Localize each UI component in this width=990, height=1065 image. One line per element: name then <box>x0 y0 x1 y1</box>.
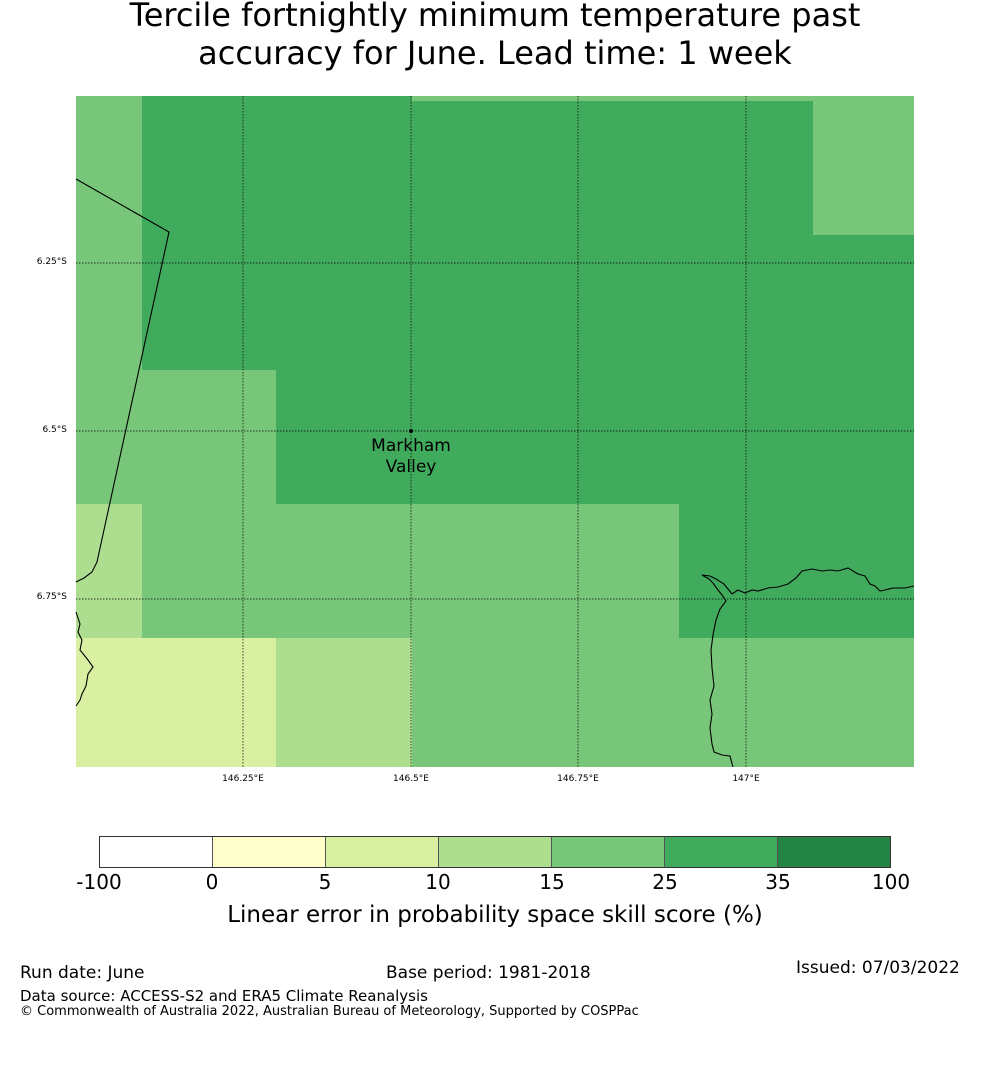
location-label-line-1: Markham <box>371 436 451 456</box>
colorbar-tick: 15 <box>539 870 565 894</box>
colorbar-segment <box>100 837 213 867</box>
lon-label: 146.5°E <box>393 774 429 784</box>
title-line-1: Tercile fortnightly minimum temperature … <box>129 0 861 34</box>
boundaries <box>75 178 915 768</box>
run-date: Run date: June <box>20 963 145 983</box>
lat-label: 6.25°S <box>36 257 67 267</box>
colorbar-segment <box>439 837 552 867</box>
colorbar-segment <box>665 837 778 867</box>
lon-label: 146.75°E <box>557 774 599 784</box>
colorbar-tick: 0 <box>205 870 219 894</box>
graticule <box>76 96 914 767</box>
title-line-2: accuracy for June. Lead time: 1 week <box>198 34 792 72</box>
base-period: Base period: 1981-2018 <box>386 963 591 983</box>
colorbar-tick: 100 <box>871 870 911 894</box>
grid-cell <box>813 101 914 235</box>
location-label: Markham Valley <box>355 436 467 478</box>
colorbar-segment <box>552 837 665 867</box>
issued-date: Issued: 07/03/2022 <box>796 958 960 978</box>
colorbar <box>99 836 891 868</box>
colorbar-tick: 25 <box>652 870 678 894</box>
grid-cell <box>142 504 679 638</box>
grid-cell <box>276 638 412 767</box>
location-label-line-2: Valley <box>385 457 437 477</box>
colorbar-segment <box>213 837 326 867</box>
colorbar-tick: -100 <box>76 870 122 894</box>
skill-score-map <box>75 96 915 768</box>
lat-label: 6.5°S <box>42 425 67 435</box>
grid-cell <box>142 370 276 504</box>
colorbar-tick: 35 <box>765 870 791 894</box>
lon-label: 146.25°E <box>222 774 264 784</box>
province-border <box>75 178 170 583</box>
grid-cell <box>76 96 142 504</box>
lon-label: 147°E <box>732 774 760 784</box>
grid-cell <box>412 638 914 767</box>
grid-cell <box>76 638 276 767</box>
coastline-east <box>701 567 915 768</box>
copyright: © Commonwealth of Australia 2022, Austra… <box>20 1004 639 1019</box>
data-source: Data source: ACCESS-S2 and ERA5 Climate … <box>20 987 428 1005</box>
lat-label: 6.75°S <box>36 592 67 602</box>
skill-grid <box>76 96 914 767</box>
grid-cell <box>76 504 142 638</box>
grid-cell <box>412 96 914 101</box>
coastline-west <box>75 611 94 707</box>
colorbar-segment <box>778 837 890 867</box>
colorbar-segment <box>326 837 439 867</box>
map-title: Tercile fortnightly minimum temperature … <box>0 0 990 72</box>
location-marker <box>409 429 413 433</box>
colorbar-tick: 10 <box>425 870 451 894</box>
colorbar-label: Linear error in probability space skill … <box>227 902 763 928</box>
colorbar-tick: 5 <box>318 870 332 894</box>
